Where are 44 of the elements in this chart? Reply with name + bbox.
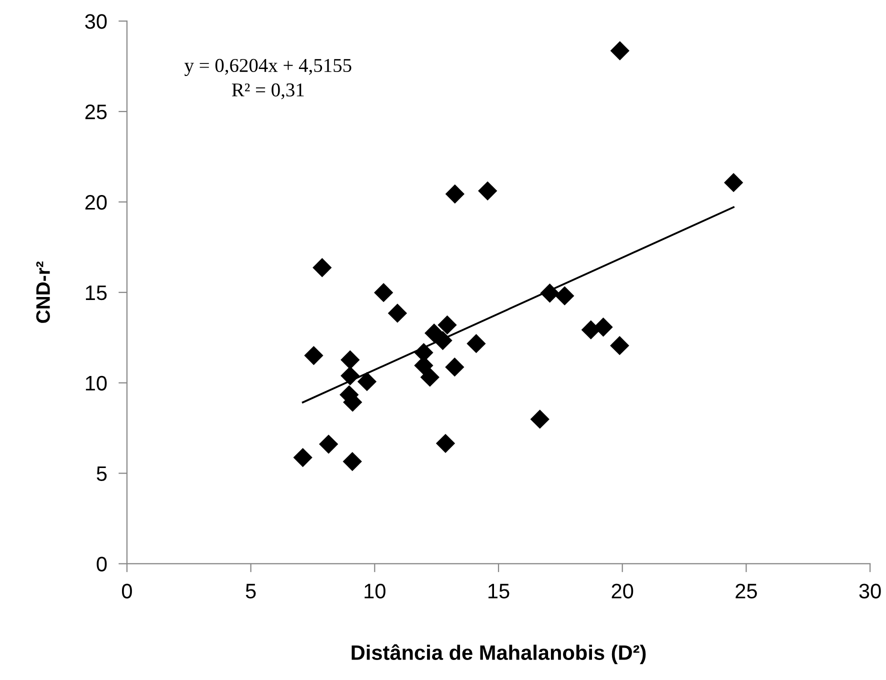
x-axis-title: Distância de Mahalanobis (D²) [352,644,646,664]
point [319,434,338,454]
annotation: y = 0,6204x + 4,5155 [184,58,352,76]
point [445,358,464,377]
point [540,284,560,303]
point [420,368,440,387]
point [438,315,457,335]
x-tick-label: 5 [246,584,256,598]
y-tick-label: 25 [85,104,107,120]
point [340,350,360,370]
x-tick-label: 25 [736,584,757,598]
y-tick-label: 10 [86,376,107,391]
point [581,320,600,340]
point [724,173,744,192]
point [293,448,312,468]
annotation: R² = 0,31 [232,83,304,100]
point [594,318,613,337]
x-tick-label: 0 [122,584,132,598]
x-tick-label: 10 [364,584,386,598]
point [312,258,332,278]
point [342,452,362,472]
point [445,184,464,204]
y-tick-label: 20 [85,194,107,210]
point [388,304,408,323]
y-tick-label: 0 [96,556,107,572]
point [436,434,456,454]
point [304,346,324,366]
point [610,41,630,60]
y-tick-label: 30 [85,14,107,29]
x-tick-label: 15 [488,584,510,598]
point [340,366,360,386]
point [357,372,377,392]
point [433,330,452,350]
y-tick-label: 5 [96,466,107,482]
y-tick-label: 15 [86,286,107,300]
x-tick-label: 30 [859,584,881,598]
point [478,181,498,200]
point [555,286,574,306]
point [530,410,550,429]
y-axis-title: CND-r² [36,261,50,323]
point [610,336,630,356]
x-tick-label: 20 [612,584,634,598]
point [374,283,394,302]
point [466,334,486,354]
